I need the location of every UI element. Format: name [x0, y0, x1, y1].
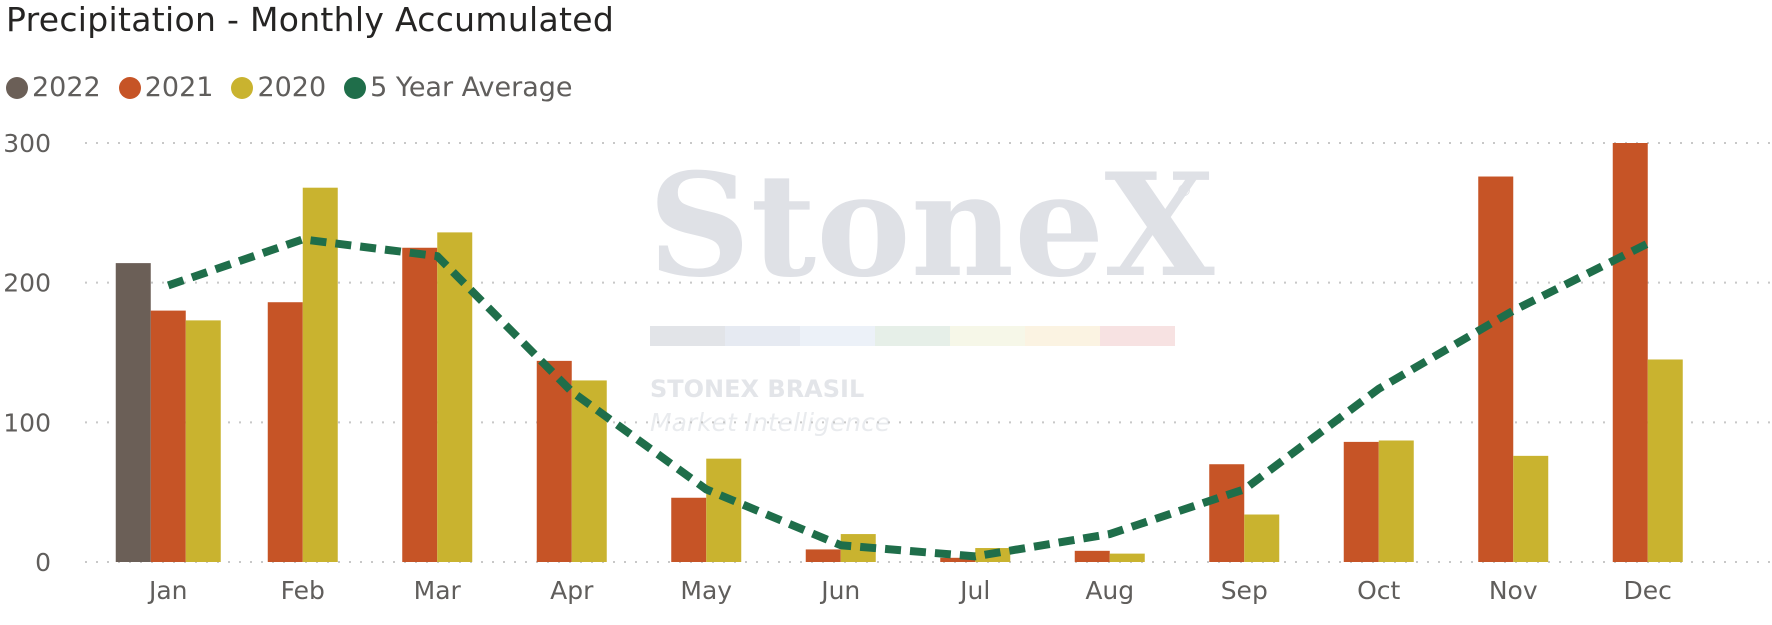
bar-2021-nov[interactable] [1478, 176, 1514, 562]
legend-label-2021: 2021 [144, 72, 214, 103]
x-tick-label: Nov [1489, 576, 1538, 605]
bar-2020-nov[interactable] [1513, 455, 1549, 562]
x-tick-label: May [680, 576, 732, 605]
legend-item-2020[interactable]: 2020 [231, 72, 326, 103]
bar-2020-may[interactable] [706, 458, 742, 562]
legend-dot-2022 [6, 76, 28, 99]
x-tick-label: Mar [414, 576, 462, 605]
bar-2021-aug[interactable] [1074, 550, 1110, 562]
legend-item-2021[interactable]: 2021 [118, 72, 214, 103]
bar-2020-apr[interactable] [571, 380, 607, 562]
bar-2021-feb[interactable] [267, 302, 303, 562]
bar-2020-oct[interactable] [1378, 440, 1414, 562]
legend-label-5yr-avg: 5 Year Average [370, 72, 573, 103]
watermark-line1: STONEX BRASIL [650, 375, 864, 403]
bar-2020-jan[interactable] [185, 320, 221, 562]
bar-2021-apr[interactable] [536, 360, 572, 562]
watermark-color-strip [650, 326, 1175, 346]
legend: 2022 2021 2020 5 Year Average [6, 72, 591, 103]
x-axis: Jan Feb Mar Apr May Jun Jul Aug Sep Oct Nov Dec [147, 576, 1672, 605]
bar-2021-dec[interactable] [1612, 143, 1648, 562]
bar-2020-aug[interactable] [1109, 553, 1145, 562]
bar-2020-mar[interactable] [437, 232, 473, 563]
line-5-year-average[interactable] [166, 235, 1650, 561]
legend-dot-2020 [231, 76, 254, 99]
x-tick-label: Aug [1085, 576, 1134, 605]
watermark-registered-mark: ® [1176, 181, 1192, 200]
x-tick-label: Dec [1624, 576, 1672, 605]
bar-2022-jan[interactable] [115, 263, 151, 562]
legend-label-2020: 2020 [257, 72, 327, 103]
y-tick-label: 300 [3, 129, 51, 158]
x-tick-label: Jan [147, 576, 188, 605]
bar-2020-feb[interactable] [302, 187, 338, 562]
watermark: StoneX ® STONEX BRASIL Market Intelligen… [648, 143, 1215, 437]
legend-dot-5yr-avg [344, 76, 367, 99]
bar-2021-jul[interactable] [940, 557, 976, 562]
x-tick-label: Feb [281, 576, 325, 605]
bar-2021-mar[interactable] [402, 247, 438, 562]
bar-2020-sep[interactable] [1244, 514, 1280, 562]
y-tick-label: 100 [3, 408, 51, 437]
bar-2021-oct[interactable] [1343, 441, 1379, 562]
legend-dot-2021 [118, 76, 141, 99]
x-tick-label: Oct [1357, 576, 1400, 605]
bar-2020-dec[interactable] [1647, 359, 1683, 562]
watermark-line2: Market Intelligence [650, 408, 890, 437]
chart-title: Precipitation - Monthly Accumulated [6, 0, 615, 39]
legend-label-2022: 2022 [32, 72, 101, 103]
bar-2021-jan[interactable] [150, 310, 186, 562]
bar-2021-may[interactable] [671, 497, 707, 562]
y-tick-label: 0 [35, 548, 51, 577]
x-tick-label: Jul [958, 576, 990, 605]
legend-item-5yr-avg[interactable]: 5 Year Average [344, 72, 573, 103]
watermark-brand: StoneX [648, 143, 1215, 309]
x-tick-label: Jun [819, 576, 860, 605]
bars [115, 143, 1683, 563]
bar-2021-jun[interactable] [805, 549, 841, 562]
legend-item-2022[interactable]: 2022 [6, 72, 101, 103]
x-tick-label: Sep [1221, 576, 1268, 605]
y-axis: 0 100 200 300 [3, 129, 51, 577]
average-line [166, 235, 1650, 561]
y-tick-label: 200 [3, 269, 51, 298]
bar-2021-sep[interactable] [1209, 464, 1245, 562]
x-tick-label: Apr [550, 576, 594, 605]
